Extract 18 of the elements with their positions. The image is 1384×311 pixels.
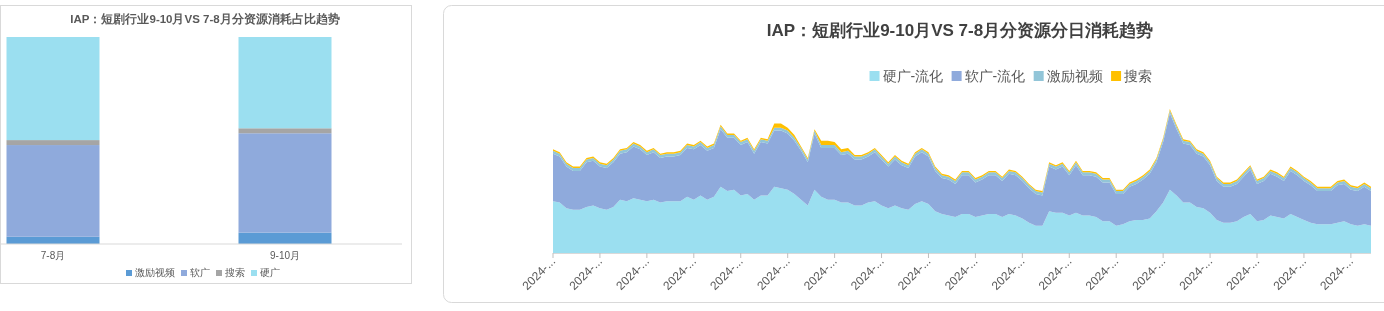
chart-title: IAP：短剧行业9-10月VS 7-8月分资源分日消耗趋势 [766,21,1154,40]
x-tick-label: 9-10月 [269,250,301,261]
bar [238,133,332,233]
legend-label: 硬广 [260,267,280,278]
legend-label: 软广-流化 [964,68,1026,84]
bar [6,37,100,141]
legend-label: 激励视频 [135,267,175,278]
legend-label: 激励视频 [1046,68,1103,84]
x-tick-label: 7-8月 [40,250,66,261]
legend-label: 硬广-流化 [882,68,944,84]
bar [6,140,100,146]
chart-title: IAP：短剧行业9-10月VS 7-8月分资源消耗占比趋势 [70,12,340,26]
bar [6,145,100,237]
legend-label: 软广 [190,267,210,278]
legend-label: 搜索 [1124,68,1153,84]
bar [238,37,332,129]
bar [238,128,332,134]
legend-label: 搜索 [225,267,245,278]
